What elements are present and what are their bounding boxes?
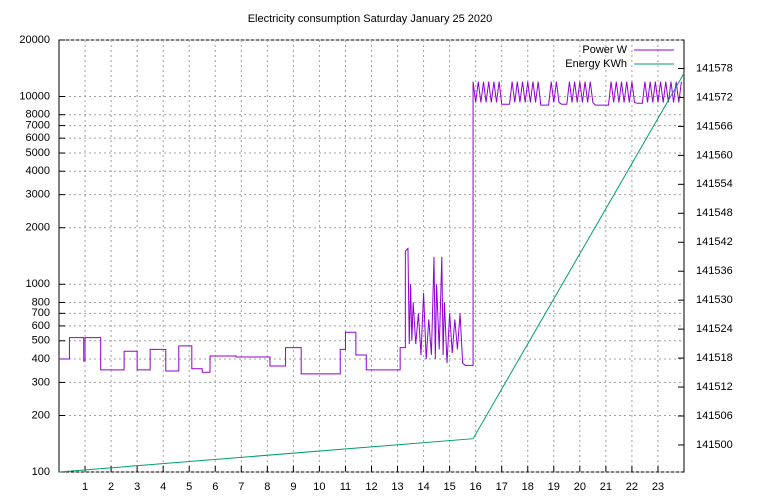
y2-tick-label: 141506 bbox=[696, 410, 733, 422]
y2-tick-label: 141524 bbox=[696, 323, 733, 335]
y2-tick-label: 141518 bbox=[696, 352, 733, 364]
series-line bbox=[59, 81, 682, 375]
x-tick-label: 6 bbox=[212, 481, 218, 493]
y2-tick-label: 141500 bbox=[696, 439, 733, 451]
x-tick-label: 1 bbox=[82, 481, 88, 493]
y-tick-label: 700 bbox=[32, 307, 50, 319]
y2-tick-label: 141578 bbox=[696, 62, 733, 74]
x-tick-label: 4 bbox=[160, 481, 166, 493]
x-tick-label: 3 bbox=[134, 481, 140, 493]
y2-tick-label: 141566 bbox=[696, 120, 733, 132]
y-tick-label: 4000 bbox=[26, 165, 50, 177]
y-tick-label: 2000 bbox=[26, 222, 50, 234]
chart-title: Electricity consumption Saturday January… bbox=[248, 13, 493, 25]
x-tick-label: 21 bbox=[600, 481, 612, 493]
x-tick-label: 23 bbox=[652, 481, 664, 493]
x-tick-label: 10 bbox=[313, 481, 325, 493]
y2-tick-label: 141512 bbox=[696, 381, 733, 393]
y-tick-label: 600 bbox=[32, 320, 50, 332]
y-tick-label: 400 bbox=[32, 353, 50, 365]
x-tick-label: 12 bbox=[365, 481, 377, 493]
x-tick-label: 17 bbox=[496, 481, 508, 493]
y-tick-label: 5000 bbox=[26, 147, 50, 159]
y2-tick-label: 141542 bbox=[696, 236, 733, 248]
y2-tick-label: 141530 bbox=[696, 294, 733, 306]
x-tick-label: 14 bbox=[417, 481, 429, 493]
y-tick-label: 3000 bbox=[26, 189, 50, 201]
series-line bbox=[58, 73, 685, 473]
y-tick-label: 20000 bbox=[19, 34, 50, 46]
legend-label: Power W bbox=[582, 44, 627, 56]
x-tick-label: 20 bbox=[574, 481, 586, 493]
y-tick-label: 100 bbox=[32, 466, 50, 478]
y2-tick-label: 141536 bbox=[696, 265, 733, 277]
x-tick-label: 16 bbox=[470, 481, 482, 493]
legend-label: Energy KWh bbox=[565, 58, 627, 70]
y-tick-label: 6000 bbox=[26, 132, 50, 144]
x-tick-label: 11 bbox=[340, 481, 351, 493]
x-tick-label: 18 bbox=[522, 481, 534, 493]
x-tick-label: 19 bbox=[548, 481, 560, 493]
y-tick-label: 800 bbox=[32, 296, 50, 308]
y-tick-label: 10000 bbox=[19, 90, 50, 102]
x-tick-label: 2 bbox=[108, 481, 114, 493]
y2-tick-label: 141548 bbox=[696, 207, 733, 219]
x-tick-label: 9 bbox=[290, 481, 296, 493]
x-tick-label: 8 bbox=[264, 481, 270, 493]
y-tick-label: 200 bbox=[32, 409, 50, 421]
x-tick-label: 5 bbox=[186, 481, 192, 493]
x-tick-label: 13 bbox=[391, 481, 403, 493]
x-tick-label: 7 bbox=[238, 481, 244, 493]
y-tick-label: 7000 bbox=[26, 120, 50, 132]
x-tick-label: 15 bbox=[444, 481, 456, 493]
x-tick-label: 22 bbox=[626, 481, 638, 493]
y2-tick-label: 141572 bbox=[696, 91, 733, 103]
y-tick-label: 500 bbox=[32, 335, 50, 347]
y-tick-label: 1000 bbox=[26, 278, 50, 290]
y2-tick-label: 141560 bbox=[696, 149, 733, 161]
y2-tick-label: 141554 bbox=[696, 178, 733, 190]
y-tick-label: 8000 bbox=[26, 109, 50, 121]
y-tick-label: 300 bbox=[32, 376, 50, 388]
